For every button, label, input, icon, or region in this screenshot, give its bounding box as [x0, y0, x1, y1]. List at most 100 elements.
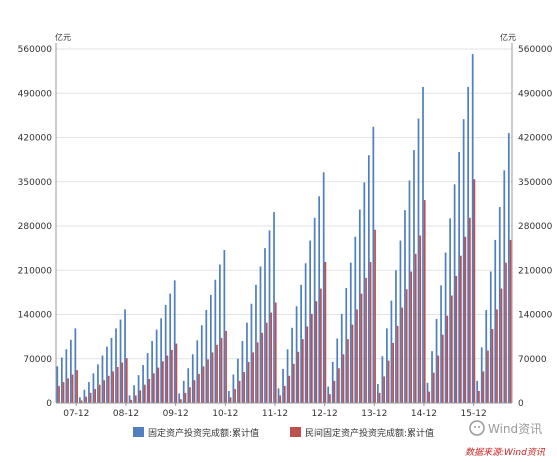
bar-private	[211, 352, 214, 403]
bar-private	[229, 397, 232, 403]
bar-total	[386, 328, 388, 403]
bar-total	[277, 388, 280, 403]
bar-total	[340, 313, 343, 403]
bar-private	[324, 262, 327, 403]
y-tick-label-right: 350000	[518, 178, 553, 188]
bar-private	[311, 313, 313, 403]
y-tick-label-left: 140000	[18, 311, 53, 321]
bar-private	[76, 370, 78, 403]
bar-total	[480, 347, 483, 403]
bar-total	[128, 395, 131, 403]
bar-total	[304, 263, 307, 403]
y-tick-label-left: 210000	[18, 266, 53, 276]
y-tick-label-right: 560000	[518, 45, 553, 55]
bar-total	[467, 86, 470, 404]
bar-private	[207, 359, 209, 403]
bar-private	[356, 309, 358, 403]
bar-total	[503, 170, 506, 403]
bar-total	[390, 300, 393, 403]
bar-total	[345, 287, 348, 403]
bar-total	[160, 318, 163, 403]
bar-private	[401, 307, 404, 403]
bar-private	[423, 200, 426, 403]
bar-total	[453, 184, 456, 403]
legend-label-private: 民间固定资产投资完成额:累计值	[305, 427, 434, 439]
bar-total	[476, 380, 479, 404]
bar-total	[237, 358, 239, 403]
bar-total	[214, 279, 217, 403]
y-tick-label-left: 70000	[23, 355, 52, 365]
bar-total	[489, 271, 492, 403]
bar-total	[115, 328, 117, 403]
bar-total	[101, 355, 104, 403]
bar-private	[175, 343, 178, 403]
bar-total	[273, 212, 275, 403]
bar-private	[378, 392, 381, 403]
bar-total	[60, 357, 63, 403]
bar-total	[92, 373, 95, 403]
x-tick-label: 07-12	[63, 409, 89, 419]
bar-private	[342, 354, 345, 403]
bar-private	[134, 395, 137, 403]
bar-private	[446, 315, 449, 403]
bar-total	[404, 210, 406, 403]
bar-private	[166, 355, 169, 403]
bar-total	[458, 152, 460, 403]
bar-total	[309, 240, 311, 403]
bar-private	[509, 239, 512, 403]
bar-private	[67, 378, 69, 403]
bar-total	[56, 366, 59, 403]
bar-total	[413, 150, 415, 403]
bar-total	[322, 172, 325, 403]
bar-total	[155, 329, 158, 403]
bar-private	[252, 352, 255, 403]
y-tick-label-right: 420000	[518, 134, 553, 144]
bar-private	[360, 293, 363, 403]
bar-total	[399, 240, 402, 403]
bar-total	[173, 280, 176, 403]
x-tick-label: 14-12	[411, 409, 437, 419]
y-tick-label-right: 0	[518, 399, 524, 409]
bar-total	[372, 126, 375, 403]
bar-private	[405, 289, 408, 403]
bar-private	[125, 358, 128, 403]
bar-total	[218, 264, 221, 403]
bar-private	[243, 372, 245, 403]
bar-private	[80, 400, 83, 403]
bar-private	[198, 373, 200, 403]
wechat-icon	[469, 420, 485, 436]
right-unit-label: 亿元	[500, 32, 516, 42]
bar-private	[292, 363, 295, 403]
bar-private	[162, 361, 164, 403]
bar-total	[313, 217, 316, 403]
bar-private	[283, 385, 286, 403]
bar-private	[152, 373, 155, 403]
bar-total	[354, 236, 357, 403]
bar-private	[184, 392, 187, 403]
bar-total	[83, 389, 86, 403]
y-tick-label-left: 490000	[18, 89, 53, 99]
bar-private	[320, 288, 322, 403]
bar-private	[496, 309, 498, 403]
left-unit-label: 亿元	[55, 32, 71, 42]
bar-private	[98, 384, 101, 403]
x-tick-label: 11-12	[262, 409, 288, 419]
y-tick-label-right: 280000	[518, 222, 553, 232]
bar-total	[358, 209, 361, 403]
bar-private	[193, 380, 196, 403]
bar-private	[329, 394, 331, 403]
bar-total	[507, 133, 510, 403]
bar-total	[228, 390, 230, 403]
bar-total	[255, 284, 257, 403]
bar-private	[270, 312, 273, 403]
bar-private	[157, 367, 160, 403]
bar-private	[428, 391, 431, 403]
bar-private	[238, 380, 241, 404]
bar-total	[187, 368, 190, 403]
bar-total	[110, 337, 113, 403]
bar-total	[417, 118, 420, 403]
bar-private	[216, 344, 218, 403]
bar-private	[351, 324, 354, 403]
bar-total	[137, 375, 140, 403]
y-tick-label-left: 350000	[18, 178, 53, 188]
